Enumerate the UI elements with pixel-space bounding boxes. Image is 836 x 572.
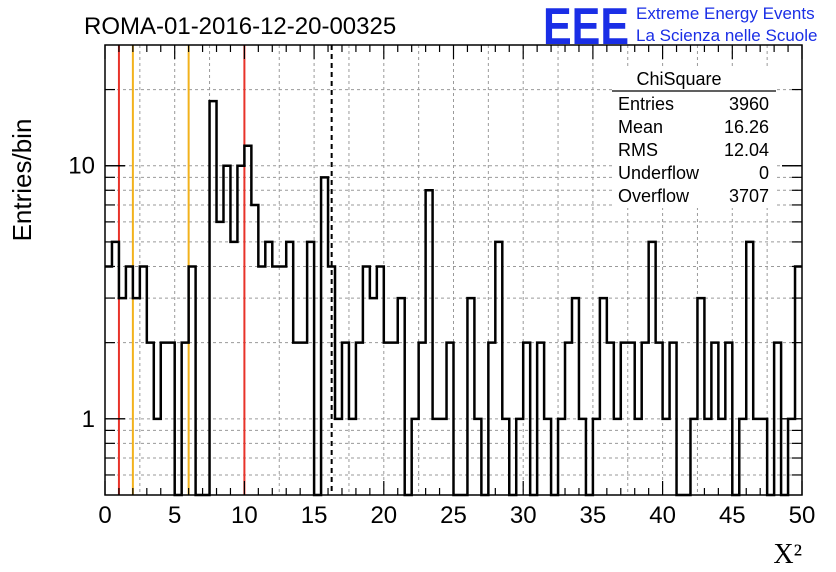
x-tick-label: 15: [301, 502, 328, 529]
x-tick-label: 50: [789, 502, 816, 529]
stats-label: Mean: [618, 117, 663, 137]
stats-rows: Entries 3960 Mean 16.26 RMS 12.04 Underflow 0 Ov…: [618, 94, 769, 206]
reference-lines: [117, 45, 333, 495]
chart-title: ROMA-01-2016-12-20-00325: [84, 13, 396, 40]
y-tick-label: 10: [68, 153, 95, 180]
y-tick-label: 1: [82, 406, 95, 433]
stats-box-background: [612, 66, 776, 208]
eee-logo: EEE Extreme Energy Events La Scienza nel…: [543, 0, 817, 56]
x-tick-label: 5: [168, 502, 181, 529]
logo-mark: EEE: [543, 0, 629, 56]
stats-value: 3707: [729, 186, 769, 206]
axis-ticks: [104, 45, 803, 495]
x-axis-title: X²: [773, 539, 802, 570]
tick-labels: 0 5 10 15 20 25 30 35 40 45 50 1 10: [68, 153, 815, 529]
x-tick-label: 45: [719, 502, 746, 529]
stats-value: 12.04: [724, 140, 769, 160]
stats-title: ChiSquare: [636, 69, 721, 89]
x-tick-label: 20: [370, 502, 397, 529]
x-tick-label: 10: [231, 502, 258, 529]
x-tick-label: 25: [440, 502, 467, 529]
x-tick-label: 0: [98, 502, 111, 529]
stats-label: Overflow: [618, 186, 690, 206]
y-axis-title: Entries/bin: [7, 119, 37, 242]
x-tick-label: 30: [510, 502, 537, 529]
x-tick-label: 35: [580, 502, 607, 529]
stats-value: 16.26: [724, 117, 769, 137]
stats-value: 3960: [729, 94, 769, 114]
stats-label: Entries: [618, 94, 674, 114]
stats-label: RMS: [618, 140, 658, 160]
stats-label: Underflow: [618, 163, 700, 183]
x-tick-label: 40: [649, 502, 676, 529]
stats-box: ChiSquare Entries 3960 Mean 16.26 RMS 12.04 Un…: [612, 66, 776, 208]
stats-value: 0: [759, 163, 769, 183]
logo-line-2: La Scienza nelle Scuole: [636, 26, 817, 45]
logo-line-1: Extreme Energy Events: [636, 4, 815, 23]
